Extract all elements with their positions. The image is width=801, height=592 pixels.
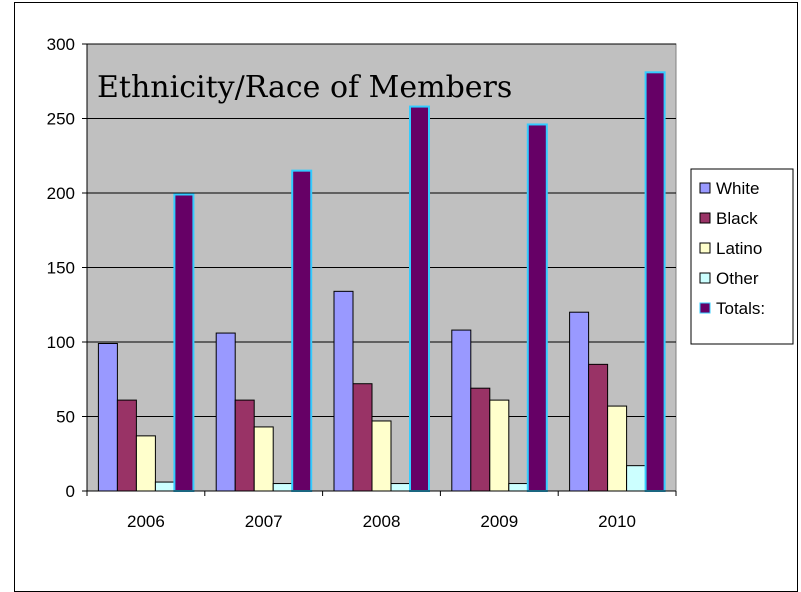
bar-black-2010 [588,363,609,492]
y-tick-label: 300 [47,35,75,54]
legend-swatch-other [699,272,711,284]
x-tick-label: 2006 [127,512,165,531]
x-tick-label: 2009 [480,512,518,531]
y-tick-label: 150 [47,259,75,278]
y-tick-label: 50 [56,408,75,427]
bar-black-2009 [470,387,491,492]
bar-black-2006 [116,399,137,492]
chart-title: Ethnicity/Race of Members [97,70,512,105]
bar-white-2006 [97,342,118,492]
y-tick-label: 200 [47,184,75,203]
bar-totals-2009 [526,123,548,493]
bar-chart: 0 50 100 150 200 250 300 2006 2007 2008 2009 2010 E… [47,35,794,531]
legend-box [690,168,794,345]
legend: White Black Latino Other Totals: [690,168,794,345]
bars [97,71,666,493]
bar-other-2006 [154,481,175,492]
bar-other-2009 [508,483,529,492]
bar-latino-2009 [489,399,510,492]
legend-swatch-white [699,182,711,194]
bar-black-2007 [234,399,255,492]
bar-latino-2007 [253,426,274,492]
legend-label-white: White [716,179,759,198]
bar-latino-2010 [607,405,628,492]
bar-totals-2006 [173,193,195,493]
bar-white-2008 [333,290,354,492]
bar-latino-2008 [371,420,392,492]
bar-black-2008 [352,383,373,492]
bar-white-2010 [569,311,590,492]
bar-totals-2008 [409,105,430,493]
legend-swatch-latino [699,242,711,254]
x-tick-label: 2010 [598,512,636,531]
axes: 0 50 100 150 200 250 300 2006 2007 2008 2009 2010 [47,35,677,531]
bar-totals-2007 [291,169,313,492]
y-tick-label: 0 [66,482,75,501]
bar-white-2007 [215,332,236,492]
legend-label-other: Other [716,269,759,288]
bar-other-2008 [390,483,411,492]
y-tick-label: 100 [47,333,75,352]
legend-label-totals: Totals: [716,299,765,318]
x-tick-label: 2007 [245,512,283,531]
bar-other-2010 [626,465,647,492]
bar-latino-2006 [135,435,156,492]
legend-label-black: Black [716,209,758,228]
legend-swatch-black [699,212,711,224]
bar-white-2009 [451,329,472,492]
x-tick-label: 2008 [363,512,401,531]
bar-totals-2010 [644,71,666,492]
legend-swatch-totals [699,302,711,314]
y-tick-label: 250 [47,110,75,129]
bar-other-2007 [272,483,293,492]
legend-label-latino: Latino [716,239,762,258]
